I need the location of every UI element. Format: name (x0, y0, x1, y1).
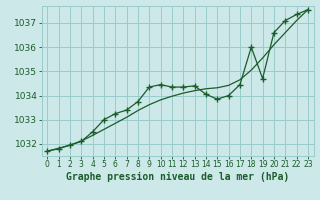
X-axis label: Graphe pression niveau de la mer (hPa): Graphe pression niveau de la mer (hPa) (66, 172, 289, 182)
